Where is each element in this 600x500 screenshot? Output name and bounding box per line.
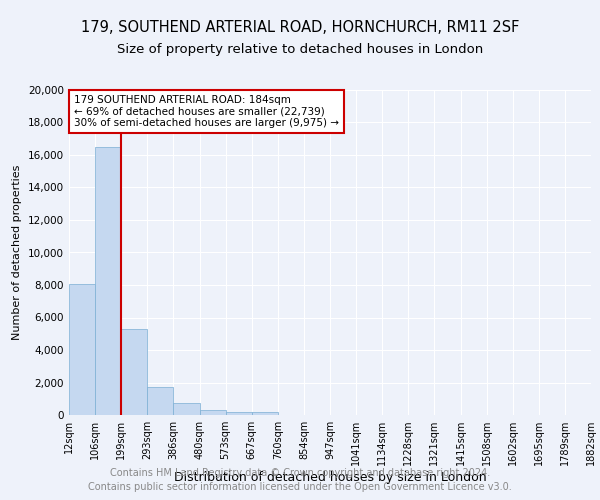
Text: 179, SOUTHEND ARTERIAL ROAD, HORNCHURCH, RM11 2SF: 179, SOUTHEND ARTERIAL ROAD, HORNCHURCH,… xyxy=(81,20,519,35)
Bar xyxy=(173,403,199,415)
Bar xyxy=(69,284,95,415)
Bar xyxy=(252,412,278,415)
Bar xyxy=(121,329,148,415)
X-axis label: Distribution of detached houses by size in London: Distribution of detached houses by size … xyxy=(173,471,487,484)
Text: Contains HM Land Registry data © Crown copyright and database right 2024.
Contai: Contains HM Land Registry data © Crown c… xyxy=(88,468,512,492)
Bar xyxy=(226,412,252,415)
Bar xyxy=(148,386,173,415)
Text: 179 SOUTHEND ARTERIAL ROAD: 184sqm
← 69% of detached houses are smaller (22,739): 179 SOUTHEND ARTERIAL ROAD: 184sqm ← 69%… xyxy=(74,95,339,128)
Y-axis label: Number of detached properties: Number of detached properties xyxy=(13,165,22,340)
Text: Size of property relative to detached houses in London: Size of property relative to detached ho… xyxy=(117,42,483,56)
Bar xyxy=(95,147,121,415)
Bar xyxy=(199,410,226,415)
